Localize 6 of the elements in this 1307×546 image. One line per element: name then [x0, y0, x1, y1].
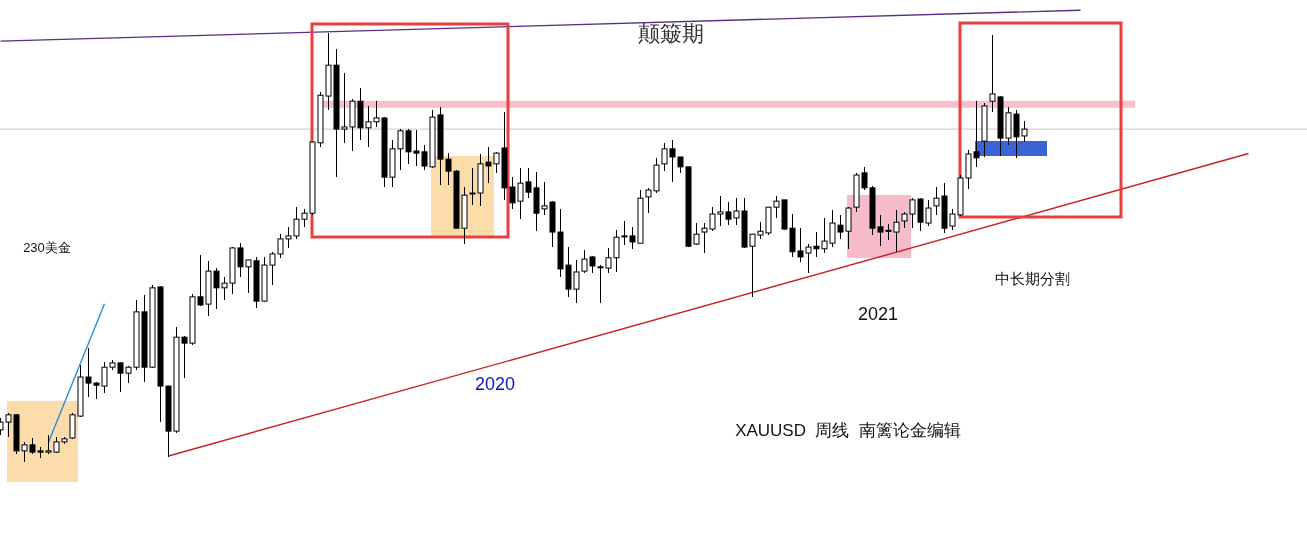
annotation: XAUUSD 周线 南篱论金编辑: [735, 421, 961, 440]
annotation: 2021: [857, 304, 899, 324]
annotation: 230美金: [23, 240, 71, 255]
annotation: 中长期分割: [994, 270, 1070, 287]
annotation: 2020: [474, 374, 516, 394]
annotation: 颠簸期: [638, 21, 704, 46]
